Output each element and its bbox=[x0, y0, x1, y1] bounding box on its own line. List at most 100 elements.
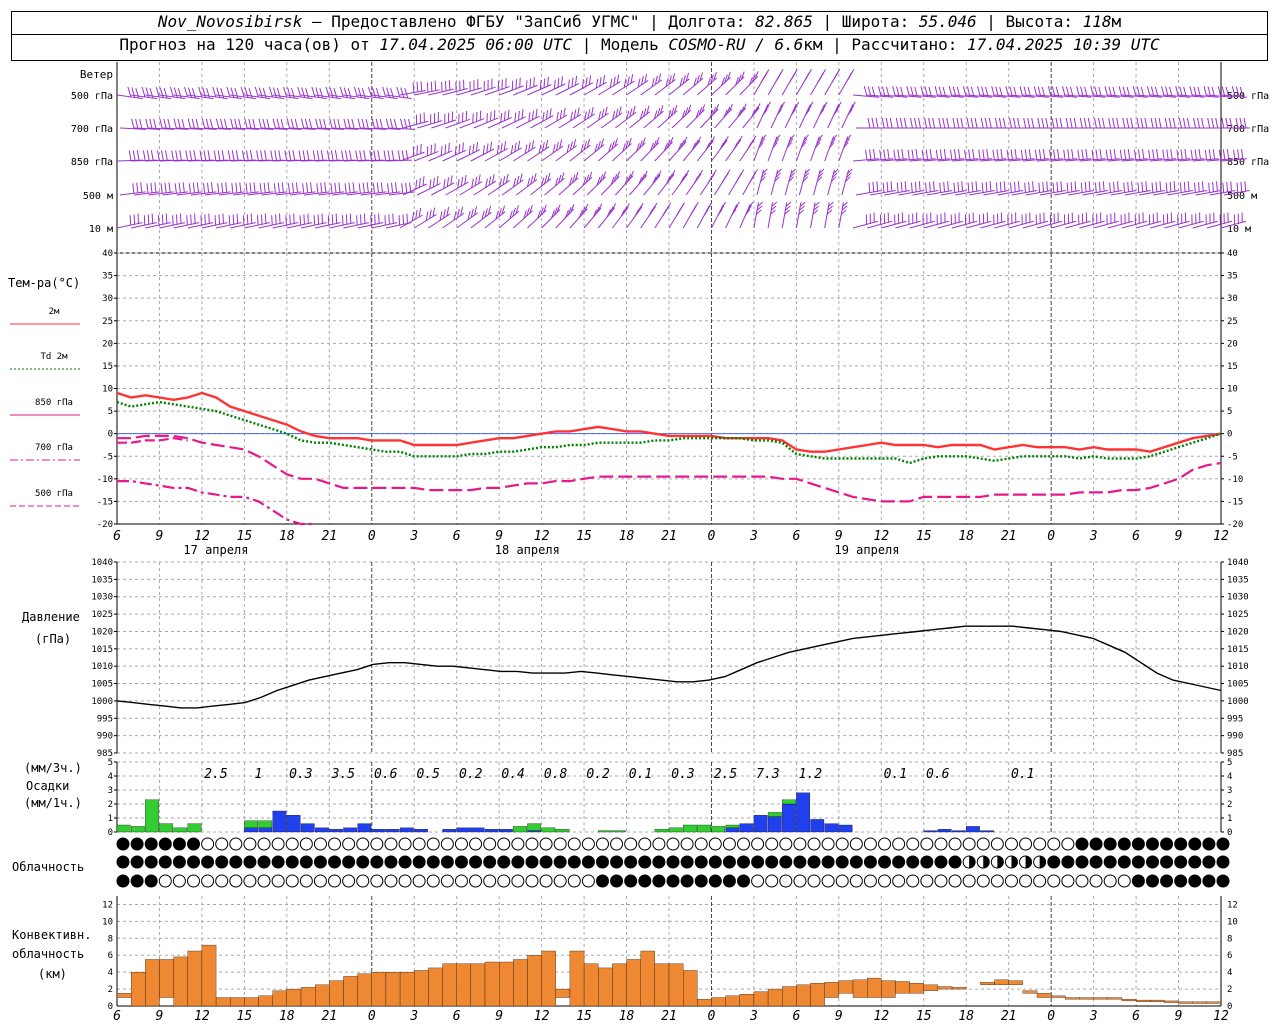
wind-barb bbox=[431, 182, 455, 196]
wind-barb-flag bbox=[1080, 182, 1083, 193]
wind-barb bbox=[1181, 189, 1208, 196]
wind-barb-flag bbox=[1141, 181, 1144, 192]
wind-barb-flag bbox=[583, 141, 587, 151]
wind-barb-flag bbox=[622, 143, 626, 152]
wind-barb-flag bbox=[376, 182, 379, 193]
conv-bar bbox=[909, 983, 924, 994]
wind-barb bbox=[654, 141, 673, 162]
cloud-cover-circle bbox=[116, 855, 130, 869]
wind-barb bbox=[116, 222, 143, 229]
wind-barb-flag bbox=[663, 142, 668, 151]
wind-barb-flag bbox=[267, 182, 270, 193]
wind-barb-flag bbox=[222, 213, 224, 224]
wind-barb bbox=[940, 189, 967, 196]
wind-barb-flag bbox=[472, 113, 474, 124]
wind-barb-flag bbox=[440, 146, 443, 156]
wind-barb-flag bbox=[657, 170, 662, 179]
cloud-cover-circle bbox=[116, 874, 130, 888]
wind-barb-flag bbox=[560, 172, 565, 182]
header-part: COSMO-RU / 6.6 bbox=[668, 35, 804, 54]
wind-barb-flag bbox=[541, 142, 545, 152]
cloud-cover-circle bbox=[1075, 837, 1089, 851]
wind-barb bbox=[753, 136, 764, 162]
cloud-cover-circle bbox=[610, 837, 624, 851]
precip-bar-blue bbox=[739, 823, 754, 833]
wind-barb-flag bbox=[196, 182, 199, 193]
wind-barb-flag bbox=[1226, 181, 1229, 192]
cloud-cover-circle bbox=[765, 855, 779, 869]
cloud-cover-circle bbox=[158, 855, 172, 869]
wind-barb-flag bbox=[1168, 117, 1172, 129]
wind-barb bbox=[399, 214, 423, 229]
wind-barb bbox=[725, 204, 738, 229]
wind-barb-flag bbox=[1017, 117, 1021, 129]
wind-barb-flag bbox=[1123, 182, 1126, 193]
wind-barb-flag bbox=[816, 176, 823, 182]
wind-barb-flag bbox=[799, 201, 806, 207]
wind-barb bbox=[753, 202, 759, 229]
wind-barb-flag bbox=[646, 105, 650, 115]
precip-bar-blue bbox=[725, 827, 740, 833]
wind-barb bbox=[1209, 189, 1236, 196]
wind-barb-flag bbox=[1197, 117, 1201, 129]
wind-barb bbox=[315, 222, 341, 229]
wind-barb-flag bbox=[357, 87, 362, 98]
cloud-cover-circle bbox=[342, 855, 356, 869]
wind-barb bbox=[798, 104, 811, 129]
precip-bar-green bbox=[654, 829, 669, 833]
wind-barb-flag bbox=[1046, 181, 1049, 192]
wind-barb bbox=[318, 191, 345, 196]
temp-title: Тем-ра(°C) bbox=[8, 276, 80, 290]
wind-barb-flag bbox=[599, 174, 604, 183]
wind-barb-flag bbox=[753, 106, 758, 115]
wind-barb-flag bbox=[178, 182, 181, 193]
wind-barb-flag bbox=[717, 209, 723, 216]
cloud-cover-circle bbox=[356, 874, 370, 888]
wind-barb-flag bbox=[1041, 117, 1045, 129]
precip-bar-green bbox=[711, 826, 726, 833]
wind-barb bbox=[230, 222, 256, 229]
wind-barb-flag bbox=[845, 134, 852, 141]
wind-barb-flag bbox=[1173, 181, 1176, 192]
wind-barb-flag bbox=[885, 117, 889, 129]
wind-barb-flag bbox=[788, 76, 794, 84]
precip-bar-blue bbox=[484, 829, 499, 833]
wind-level-label-left: 500 м bbox=[83, 191, 113, 202]
conv-tick-left: 6 bbox=[108, 951, 113, 961]
wind-barb-flag bbox=[904, 181, 907, 192]
wind-barb bbox=[530, 115, 554, 129]
temp-tick-left: -20 bbox=[97, 520, 113, 530]
precip-tick-left: 0 bbox=[108, 828, 113, 838]
cloud-cover-circle bbox=[215, 874, 229, 888]
precip-tick-right: 4 bbox=[1227, 772, 1232, 782]
wind-barb bbox=[629, 175, 647, 196]
cloud-cover-circle bbox=[144, 874, 158, 888]
wind-barb-flag bbox=[946, 117, 950, 129]
wind-barb-flag bbox=[533, 77, 535, 87]
wind-barb-flag bbox=[570, 204, 575, 213]
wind-barb-flag bbox=[173, 118, 177, 129]
wind-barb-flag bbox=[159, 118, 163, 129]
wind-barb-flag bbox=[313, 215, 316, 226]
wind-barb-flag bbox=[1190, 149, 1193, 160]
wind-barb-flag bbox=[1119, 149, 1123, 160]
cloud-cover-circle bbox=[342, 874, 356, 888]
wind-barb-flag bbox=[400, 87, 405, 98]
wind-barb-flag bbox=[637, 78, 641, 88]
cloud-cover-circle bbox=[906, 874, 920, 888]
wind-barb-flag bbox=[600, 138, 604, 148]
wind-barb-flag bbox=[1161, 86, 1165, 97]
wind-barb-flag bbox=[231, 183, 234, 194]
wind-barb-flag bbox=[186, 215, 188, 226]
wind-barb bbox=[640, 79, 663, 96]
wind-barb-flag bbox=[897, 149, 900, 160]
pressure-tick-right: 985 bbox=[1227, 749, 1243, 759]
wind-barb bbox=[173, 222, 200, 229]
wind-barb-flag bbox=[899, 117, 903, 129]
conv-bar bbox=[414, 970, 429, 1007]
wind-barb-flag bbox=[375, 87, 380, 99]
wind-barb-flag bbox=[189, 150, 193, 161]
wind-barb bbox=[671, 173, 688, 196]
precip-label-1h: (мм/1ч.) bbox=[24, 796, 82, 810]
conv-hour-label: 12 bbox=[873, 1009, 889, 1024]
